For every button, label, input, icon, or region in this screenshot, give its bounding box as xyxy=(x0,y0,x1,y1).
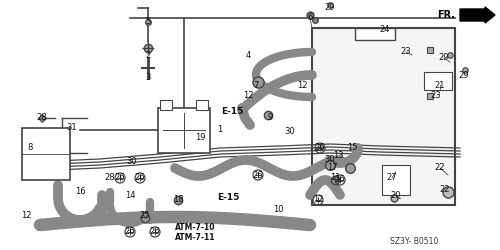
Text: 28: 28 xyxy=(104,174,116,182)
Bar xyxy=(22,128,70,180)
Bar xyxy=(196,100,208,110)
Text: 29: 29 xyxy=(325,4,335,13)
Text: 30: 30 xyxy=(284,128,296,136)
Text: E-15: E-15 xyxy=(221,108,243,116)
Text: 6: 6 xyxy=(308,14,312,22)
Text: 12: 12 xyxy=(297,82,307,90)
Text: 15: 15 xyxy=(347,144,357,152)
Text: 26: 26 xyxy=(124,228,136,236)
Text: 26: 26 xyxy=(334,176,345,184)
Text: 22: 22 xyxy=(440,186,450,194)
Text: 4: 4 xyxy=(246,50,250,59)
Text: 2: 2 xyxy=(146,50,150,59)
Text: 31: 31 xyxy=(66,124,78,132)
Text: 24: 24 xyxy=(380,26,390,35)
Text: 8: 8 xyxy=(28,144,32,152)
Text: 10: 10 xyxy=(273,206,283,214)
Text: 5: 5 xyxy=(146,18,150,26)
Text: 20: 20 xyxy=(391,190,401,200)
Text: 28: 28 xyxy=(36,114,48,122)
Bar xyxy=(312,28,455,205)
Text: 26: 26 xyxy=(314,144,326,152)
Text: 22: 22 xyxy=(435,164,446,172)
Text: E-15: E-15 xyxy=(217,194,239,202)
Bar xyxy=(355,28,395,40)
Text: 23: 23 xyxy=(400,48,411,56)
Text: 1: 1 xyxy=(218,126,222,134)
Text: 18: 18 xyxy=(172,196,184,204)
Text: 12: 12 xyxy=(243,92,254,100)
Text: 14: 14 xyxy=(125,190,135,200)
Text: FR.: FR. xyxy=(437,10,455,20)
Text: 13: 13 xyxy=(332,150,344,160)
Text: 30: 30 xyxy=(324,156,336,164)
Bar xyxy=(424,72,452,90)
Text: 12: 12 xyxy=(21,210,31,220)
Text: 25: 25 xyxy=(140,210,150,220)
Text: 12: 12 xyxy=(313,196,323,204)
Text: 26: 26 xyxy=(134,174,145,182)
Text: 16: 16 xyxy=(74,188,86,196)
Text: 7: 7 xyxy=(254,80,258,90)
Bar xyxy=(158,108,210,153)
Text: 26: 26 xyxy=(114,174,126,182)
Text: 27: 27 xyxy=(386,174,398,182)
Text: 19: 19 xyxy=(195,134,205,142)
Text: 17: 17 xyxy=(326,164,338,172)
Text: 21: 21 xyxy=(435,80,446,90)
Text: 26: 26 xyxy=(252,170,264,179)
Text: ATM-7-11: ATM-7-11 xyxy=(175,234,215,242)
Text: 11: 11 xyxy=(330,174,340,182)
Text: 3: 3 xyxy=(146,74,150,82)
Text: 29: 29 xyxy=(439,54,449,62)
Text: ATM-7-10: ATM-7-10 xyxy=(175,224,215,232)
Text: 26: 26 xyxy=(150,228,160,236)
Bar xyxy=(160,100,172,110)
Text: 29: 29 xyxy=(459,70,469,80)
Text: 30: 30 xyxy=(126,158,138,166)
Text: SZ3Y- B0510: SZ3Y- B0510 xyxy=(390,238,438,246)
FancyArrow shape xyxy=(460,7,495,23)
Text: 23: 23 xyxy=(430,90,442,100)
Text: 9: 9 xyxy=(268,114,272,122)
Bar xyxy=(382,165,410,195)
